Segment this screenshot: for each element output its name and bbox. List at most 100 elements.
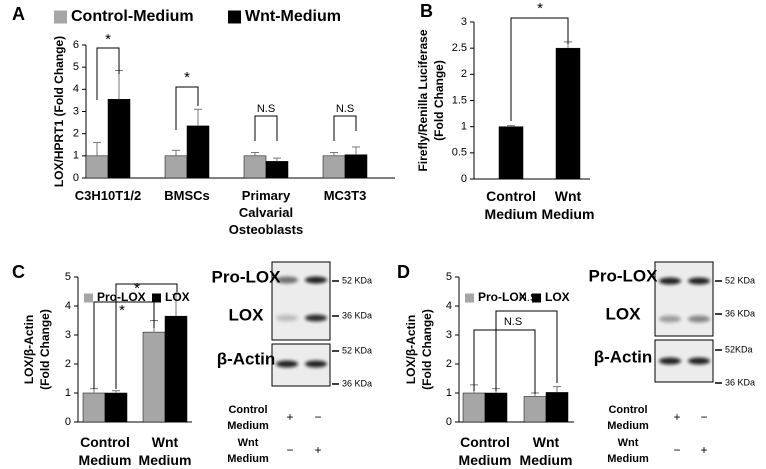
condition-sign: − xyxy=(673,443,680,457)
y-tick-label: 3 xyxy=(461,16,467,28)
blot-label: Pro-LOX xyxy=(212,267,282,286)
bar xyxy=(107,99,131,179)
error-bar xyxy=(352,146,360,155)
marker-label: 52KDa xyxy=(725,344,753,354)
y-axis-label: Firefly/Renilla Luciferase xyxy=(416,29,430,171)
significance-label: * xyxy=(105,31,111,48)
legend-swatch xyxy=(152,293,161,303)
error-bar xyxy=(115,69,123,100)
x-tick-label: Wnt Medium xyxy=(542,188,595,222)
y-tick-label: 1 xyxy=(73,150,79,162)
condition-label: Wnt Medium xyxy=(607,437,649,465)
marker-label: 52 KDa xyxy=(725,275,755,285)
panel-label: D xyxy=(397,262,410,282)
legend-label: Pro-LOX xyxy=(478,290,527,304)
x-tick-label: Control Medium xyxy=(485,188,538,222)
condition-label: Control Medium xyxy=(227,404,269,432)
significance-label: * xyxy=(537,0,543,17)
bar xyxy=(545,392,569,423)
y-axis-label: LOX/β-Actin xyxy=(22,315,36,384)
condition-sign: + xyxy=(673,410,680,424)
marker-label: 36 KDa xyxy=(725,308,755,318)
significance-bracket xyxy=(254,115,278,141)
condition-sign: − xyxy=(314,410,321,424)
condition-sign: − xyxy=(286,443,293,457)
bar xyxy=(104,392,128,423)
legend-label: LOX xyxy=(545,290,570,304)
x-tick-label: Control Medium xyxy=(459,434,512,468)
y-tick-label: 5 xyxy=(446,271,452,283)
bar xyxy=(265,161,289,179)
blot-label: β-Actin xyxy=(217,349,276,368)
y-tick-label: 3 xyxy=(65,329,71,341)
y-tick-label: 5 xyxy=(73,61,79,73)
bar xyxy=(186,125,210,179)
blot-label: LOX xyxy=(606,304,642,323)
blot-band xyxy=(305,276,327,284)
x-tick-label: Primary Calvarial Osteoblasts xyxy=(229,188,303,237)
y-axis-label: LOX/HPRT1 (Fold Change) xyxy=(52,36,66,187)
y-axis-label: (Fold Change) xyxy=(420,309,434,390)
blot-band xyxy=(688,277,710,285)
bar xyxy=(164,315,188,423)
y-tick-label: 3 xyxy=(73,105,79,117)
condition-label: Wnt Medium xyxy=(227,437,269,465)
error-bar xyxy=(172,149,180,156)
legend-label: Pro-LOX xyxy=(97,290,146,304)
x-tick-label: Wnt Medium xyxy=(139,434,192,468)
bar xyxy=(82,392,106,423)
legend-swatch xyxy=(228,10,241,24)
y-axis-label: (Fold Change) xyxy=(432,60,446,141)
error-bar xyxy=(93,142,101,156)
significance-label: * xyxy=(119,302,125,319)
blot-band xyxy=(305,314,327,322)
y-tick-label: 3 xyxy=(446,329,452,341)
blot-label: β-Actin xyxy=(594,347,653,366)
significance-bracket xyxy=(96,47,120,100)
error-bar xyxy=(194,108,202,126)
bar xyxy=(484,392,508,423)
error-bar xyxy=(553,386,561,393)
significance-bracket xyxy=(510,17,569,121)
legend-swatch xyxy=(465,293,474,303)
blot-band xyxy=(659,277,681,285)
y-tick-label: 4 xyxy=(446,300,452,312)
x-tick-label: MC3T3 xyxy=(324,188,367,203)
bar xyxy=(243,155,267,179)
y-tick-label: 1 xyxy=(65,387,71,399)
condition-sign: + xyxy=(314,443,321,457)
condition-sign: + xyxy=(700,443,707,457)
significance-label: N.S xyxy=(519,292,537,304)
x-tick-label: BMSCs xyxy=(164,188,210,203)
x-tick-label: Control Medium xyxy=(79,434,132,468)
blot-band xyxy=(305,360,327,368)
y-tick-label: 6 xyxy=(73,39,79,51)
significance-bracket xyxy=(175,86,199,130)
blot-band xyxy=(276,360,298,368)
blot-band xyxy=(659,315,681,323)
bar xyxy=(555,47,581,180)
bar xyxy=(142,331,166,423)
error-bar xyxy=(251,152,259,156)
y-tick-label: 2 xyxy=(73,128,79,140)
bar xyxy=(322,155,346,179)
error-bar xyxy=(507,125,515,127)
bar xyxy=(498,126,524,180)
blot-band xyxy=(688,357,710,365)
x-tick-label: Wnt Medium xyxy=(520,434,573,468)
legend-swatch xyxy=(54,10,67,24)
significance-label: * xyxy=(134,280,140,297)
significance-bracket xyxy=(333,115,357,141)
y-tick-label: 4 xyxy=(73,83,79,95)
y-tick-label: 1 xyxy=(446,387,452,399)
y-tick-label: 0.5 xyxy=(452,147,467,159)
panel-label: B xyxy=(420,1,433,21)
blot-band xyxy=(688,315,710,323)
error-bar xyxy=(90,388,98,393)
y-tick-label: 0 xyxy=(461,173,467,185)
significance-bracket xyxy=(473,329,536,394)
blot-label: LOX xyxy=(229,305,265,324)
marker-label: 36 KDa xyxy=(342,310,372,320)
blot-band xyxy=(659,357,681,365)
